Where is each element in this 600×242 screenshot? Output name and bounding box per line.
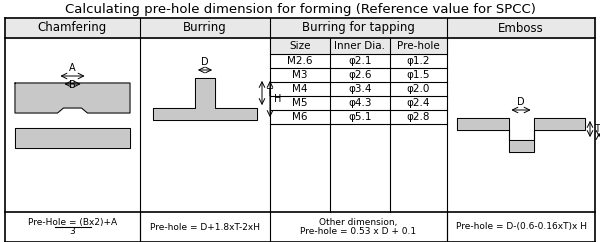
- Text: M5: M5: [292, 98, 308, 108]
- Text: φ1.5: φ1.5: [407, 70, 430, 80]
- Text: Pre-hole: Pre-hole: [397, 41, 440, 51]
- Text: M4: M4: [292, 84, 308, 94]
- Text: φ1.2: φ1.2: [407, 56, 430, 66]
- Text: Inner Dia.: Inner Dia.: [335, 41, 386, 51]
- Text: A: A: [69, 63, 76, 73]
- Text: H: H: [274, 94, 281, 104]
- Text: Pre-hole = D-(0.6-0.16xT)x H: Pre-hole = D-(0.6-0.16xT)x H: [455, 222, 587, 232]
- Text: D: D: [201, 57, 209, 67]
- Text: M6: M6: [292, 112, 308, 122]
- Polygon shape: [15, 83, 130, 113]
- Text: D: D: [517, 97, 525, 107]
- Polygon shape: [153, 78, 257, 120]
- Text: Size: Size: [289, 41, 311, 51]
- Text: Burring: Burring: [183, 22, 227, 35]
- Text: B: B: [69, 80, 76, 90]
- Polygon shape: [15, 128, 130, 148]
- Text: φ2.6: φ2.6: [348, 70, 372, 80]
- Text: T: T: [594, 124, 600, 134]
- Text: Pre-hole = 0.53 x D + 0.1: Pre-hole = 0.53 x D + 0.1: [301, 227, 416, 236]
- Text: 3: 3: [70, 227, 76, 236]
- Text: φ2.1: φ2.1: [348, 56, 372, 66]
- Text: φ2.0: φ2.0: [407, 84, 430, 94]
- Text: Chamfering: Chamfering: [38, 22, 107, 35]
- Text: Burring for tapping: Burring for tapping: [302, 22, 415, 35]
- Text: M3: M3: [292, 70, 308, 80]
- Text: Pre-Hole = (Bx2)+A: Pre-Hole = (Bx2)+A: [28, 219, 117, 227]
- Text: φ2.4: φ2.4: [407, 98, 430, 108]
- Polygon shape: [457, 118, 585, 152]
- Text: φ3.4: φ3.4: [348, 84, 372, 94]
- Text: φ5.1: φ5.1: [348, 112, 372, 122]
- Text: Other dimension,: Other dimension,: [319, 218, 398, 227]
- Text: φ4.3: φ4.3: [348, 98, 372, 108]
- Text: Calculating pre-hole dimension for forming (Reference value for SPCC): Calculating pre-hole dimension for formi…: [65, 2, 535, 15]
- Text: M2.6: M2.6: [287, 56, 313, 66]
- Text: Emboss: Emboss: [498, 22, 544, 35]
- Text: φ2.8: φ2.8: [407, 112, 430, 122]
- Text: Pre-hole = D+1.8xT-2xH: Pre-hole = D+1.8xT-2xH: [150, 222, 260, 232]
- Text: T: T: [266, 88, 272, 98]
